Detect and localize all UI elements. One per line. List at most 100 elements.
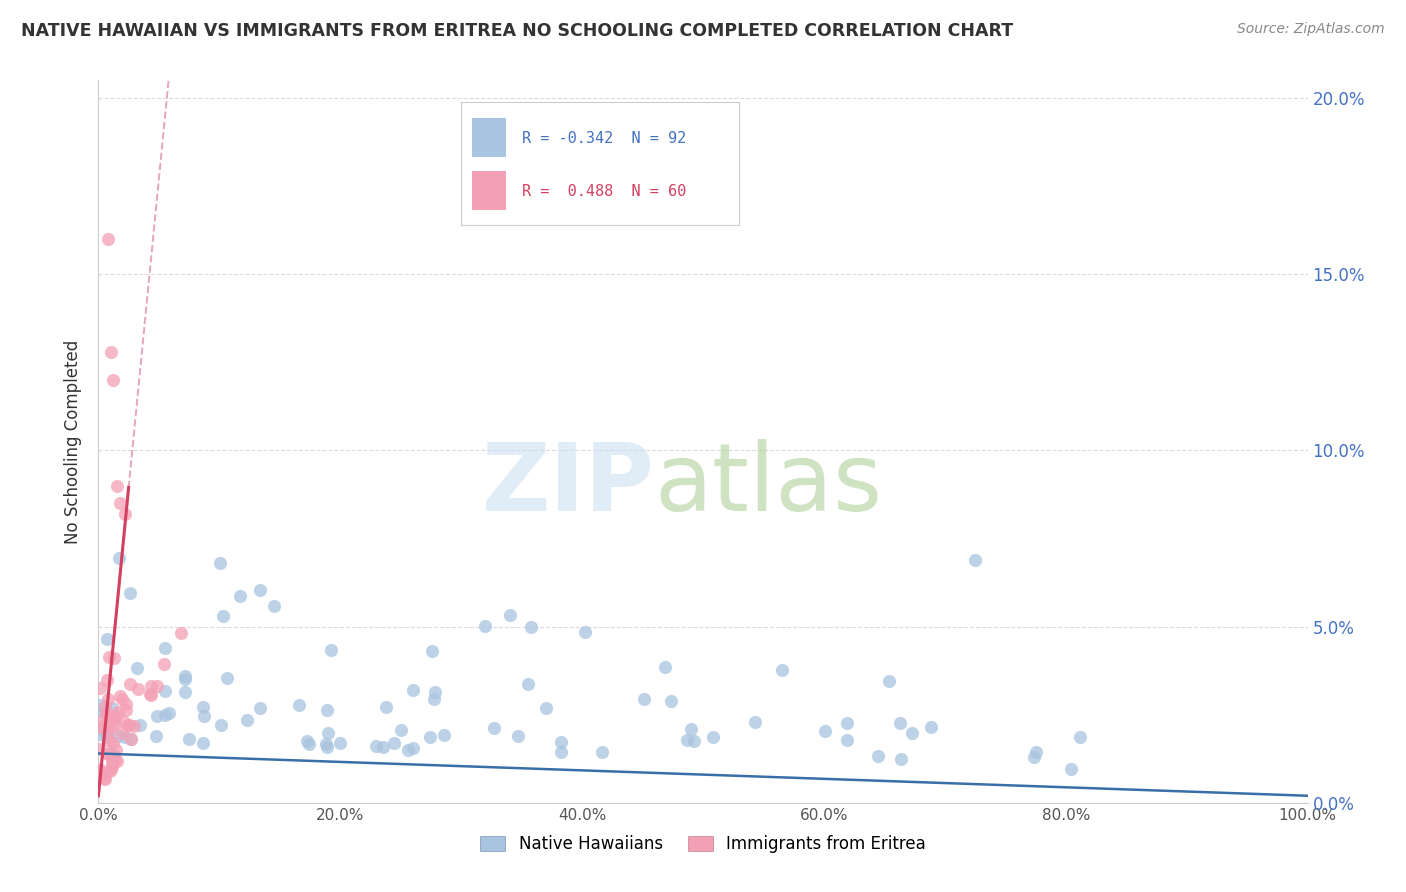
Point — [591, 746, 613, 760]
Point — [94, 700, 117, 714]
Point — [100, 762, 122, 776]
Point — [401, 682, 423, 697]
Point — [93, 712, 115, 726]
Point — [87, 763, 110, 777]
Point — [191, 735, 214, 749]
Point — [103, 747, 125, 762]
Point — [145, 679, 167, 693]
Point — [835, 732, 858, 747]
Point — [114, 507, 136, 521]
Point — [89, 681, 111, 695]
Point — [93, 771, 115, 785]
Point — [117, 718, 139, 732]
Point — [91, 719, 114, 733]
Point — [94, 706, 117, 721]
Point — [120, 677, 142, 691]
Point — [111, 691, 134, 706]
Legend: Native Hawaiians, Immigrants from Eritrea: Native Hawaiians, Immigrants from Eritre… — [474, 828, 932, 860]
Point — [890, 751, 912, 765]
Point — [108, 550, 131, 565]
Y-axis label: No Schooling Completed: No Schooling Completed — [65, 340, 83, 543]
Point — [105, 754, 128, 768]
Point — [94, 772, 117, 787]
Point — [1060, 762, 1083, 776]
Point — [520, 620, 543, 634]
Point — [174, 685, 197, 699]
Point — [100, 759, 122, 773]
Point — [550, 745, 572, 759]
Point — [107, 706, 129, 720]
Point — [249, 701, 271, 715]
Point — [87, 704, 110, 718]
Point — [419, 730, 441, 744]
Point — [114, 730, 136, 744]
Point — [1069, 730, 1091, 744]
Point — [371, 739, 394, 754]
Point — [101, 711, 124, 725]
Point — [482, 721, 505, 735]
Point — [316, 703, 339, 717]
Point — [315, 737, 337, 751]
Point — [263, 599, 285, 613]
Point — [744, 714, 766, 729]
Point — [103, 709, 125, 723]
Point — [900, 726, 922, 740]
Point — [374, 700, 396, 714]
Point — [115, 697, 138, 711]
Point — [770, 663, 793, 677]
Point — [868, 748, 890, 763]
Point — [107, 730, 129, 744]
Point — [170, 626, 193, 640]
Text: Source: ZipAtlas.com: Source: ZipAtlas.com — [1237, 22, 1385, 37]
Point — [920, 720, 942, 734]
Point — [110, 690, 132, 704]
Point — [574, 624, 596, 639]
Point — [139, 688, 162, 702]
Point — [659, 694, 682, 708]
Point — [211, 609, 233, 624]
Point — [115, 703, 138, 717]
Point — [679, 722, 702, 736]
Point — [145, 730, 167, 744]
Point — [676, 733, 699, 747]
Point — [1025, 745, 1047, 759]
Point — [517, 676, 540, 690]
Point — [111, 725, 134, 739]
Point — [120, 732, 142, 747]
Point — [90, 767, 112, 781]
Point — [814, 724, 837, 739]
Point — [177, 732, 200, 747]
Point — [93, 721, 115, 735]
Point — [654, 659, 676, 673]
Point — [498, 608, 520, 623]
Point — [139, 679, 162, 693]
Point — [97, 724, 120, 739]
Point — [153, 640, 176, 655]
Point — [319, 642, 342, 657]
Point — [835, 716, 858, 731]
Point — [90, 698, 112, 713]
Point — [702, 731, 724, 745]
Point — [118, 586, 141, 600]
Point — [127, 682, 149, 697]
Point — [298, 737, 321, 751]
Point — [97, 730, 120, 744]
Point — [97, 747, 120, 762]
Point — [153, 683, 176, 698]
Point — [91, 729, 114, 743]
Point — [101, 709, 124, 723]
Point — [508, 729, 530, 743]
Point — [101, 758, 124, 772]
Point — [100, 720, 122, 734]
Point — [963, 553, 986, 567]
Point — [402, 741, 425, 756]
Point — [97, 747, 120, 762]
Point — [129, 717, 152, 731]
Point — [94, 727, 117, 741]
Point — [101, 373, 124, 387]
Text: NATIVE HAWAIIAN VS IMMIGRANTS FROM ERITREA NO SCHOOLING COMPLETED CORRELATION CH: NATIVE HAWAIIAN VS IMMIGRANTS FROM ERITR… — [21, 22, 1014, 40]
Point — [98, 733, 121, 747]
Point — [316, 739, 339, 754]
Point — [364, 739, 387, 753]
Point — [1022, 750, 1045, 764]
